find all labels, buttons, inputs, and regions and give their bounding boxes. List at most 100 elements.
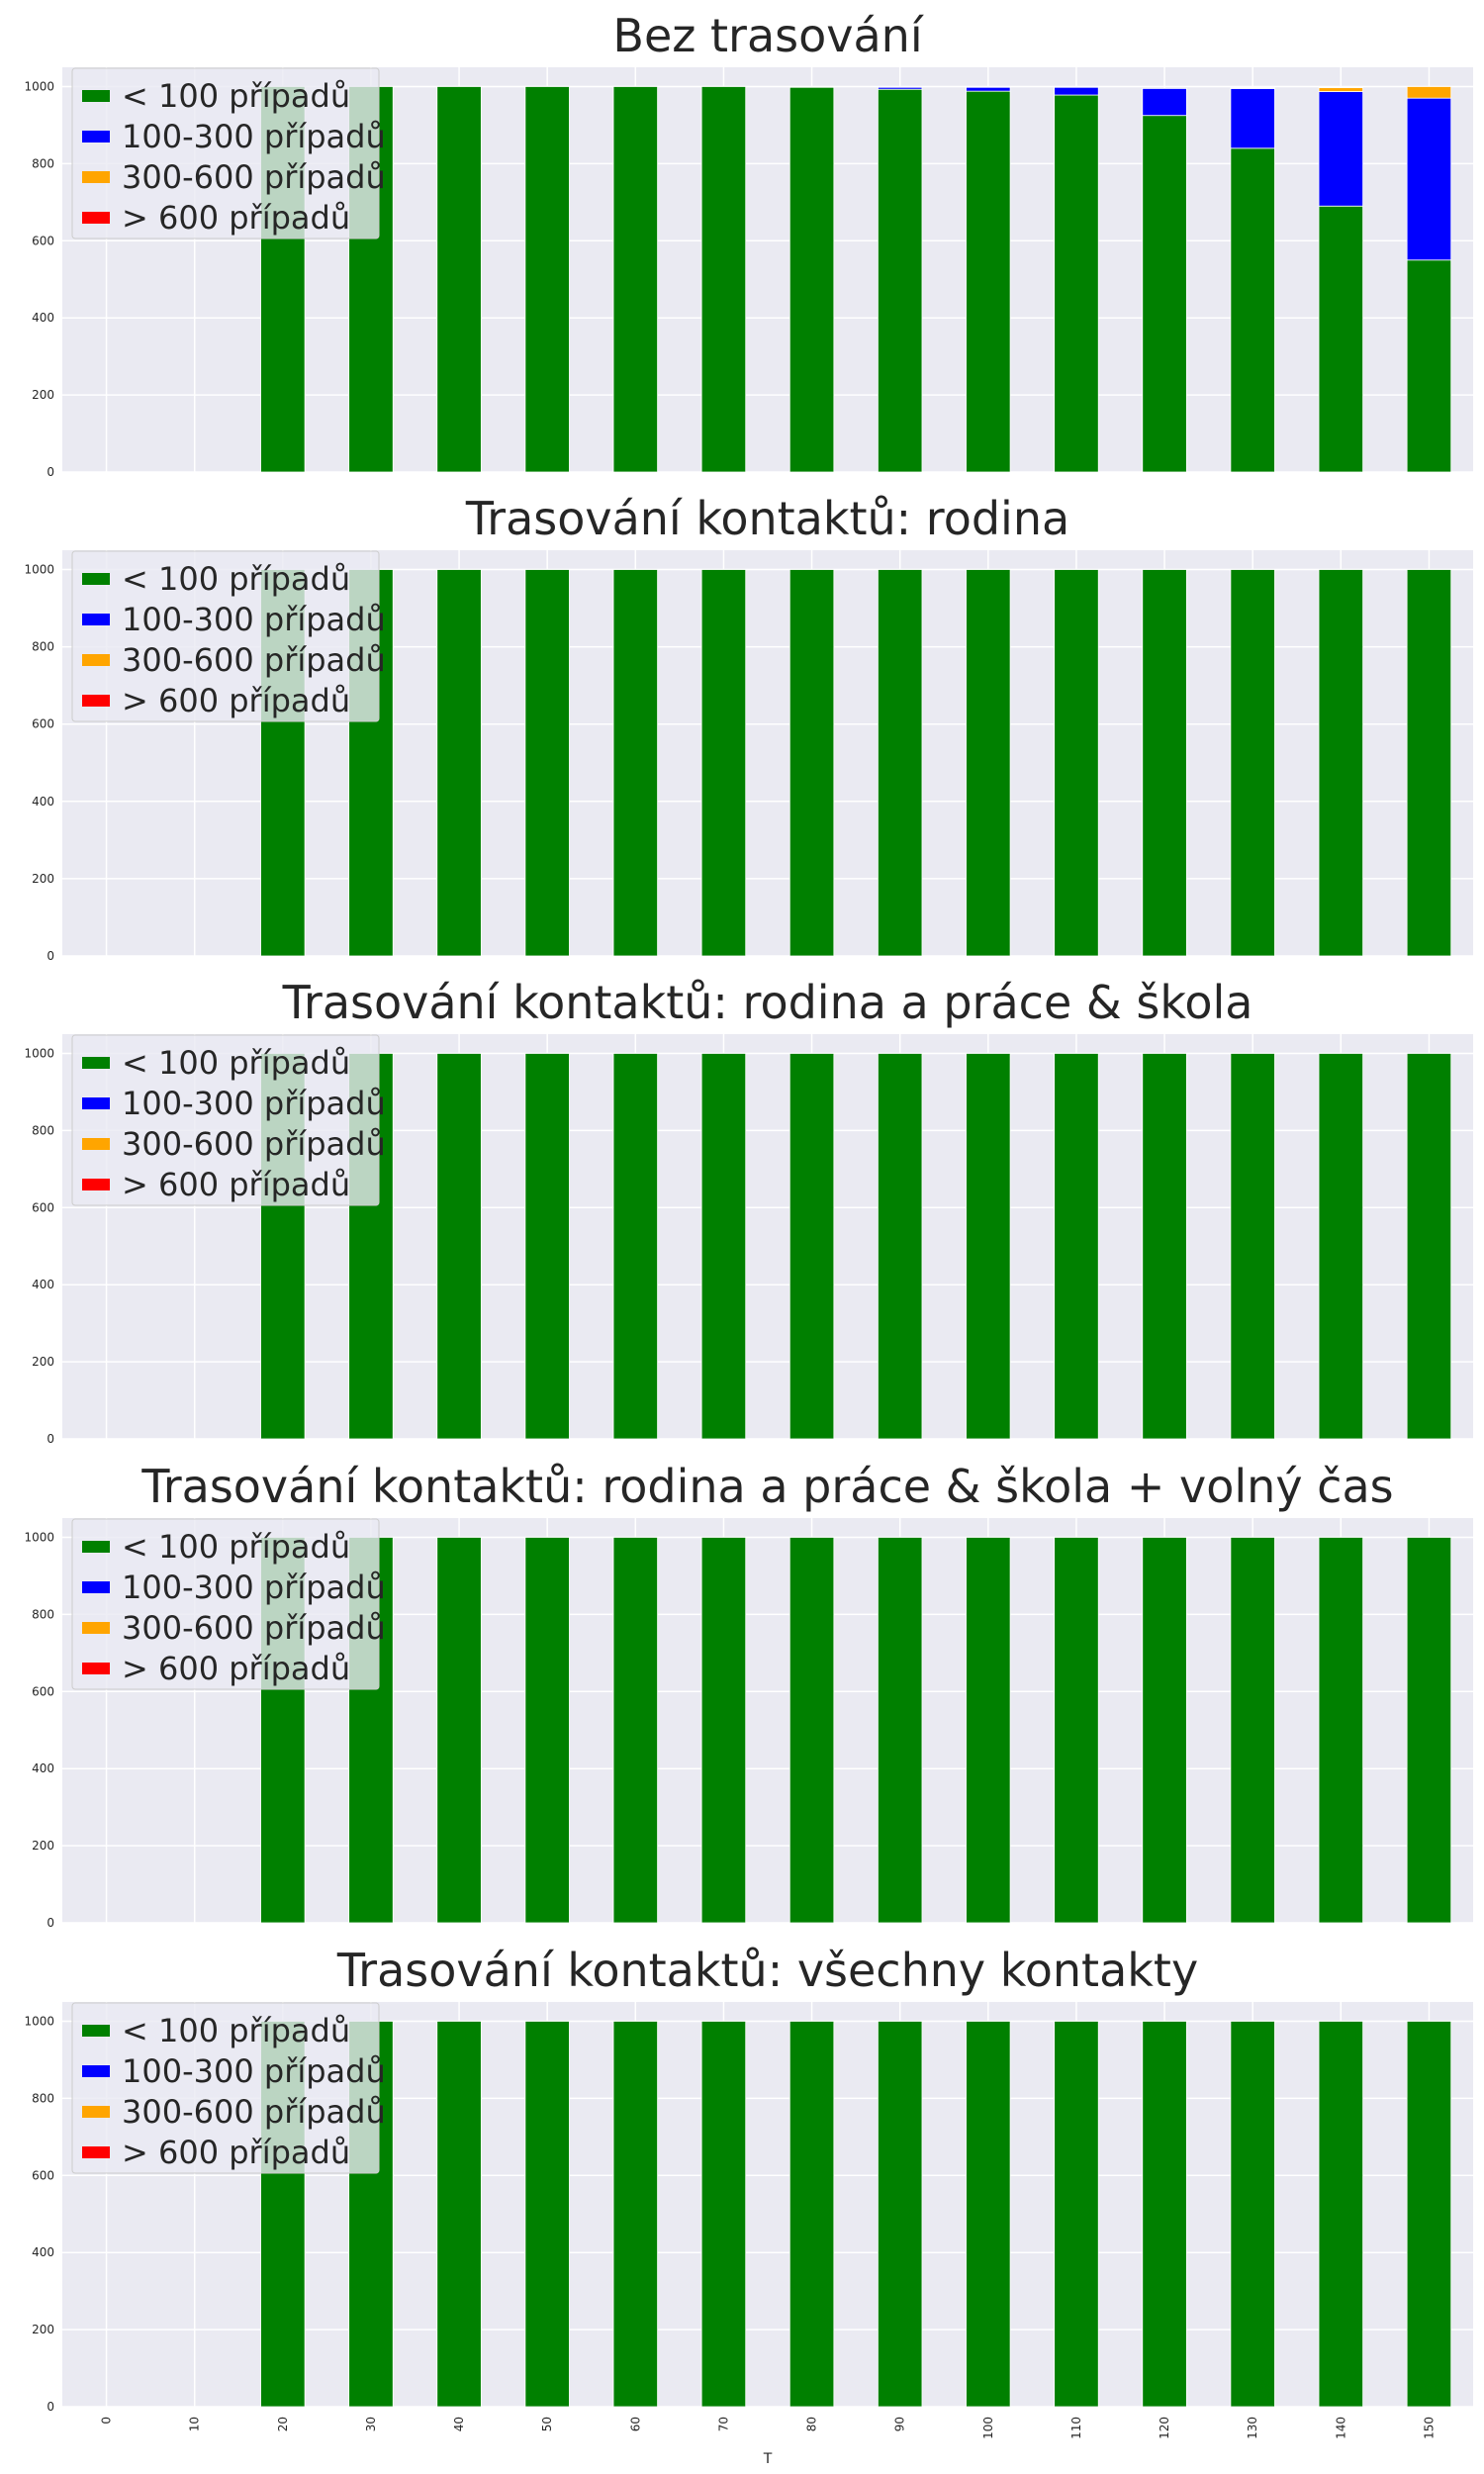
bar-segment [1054,1053,1099,1440]
panel-1: 0 200 400 600 800 1000 Bez trasování < 100 příp… [24,9,1473,479]
x-tick-label: 50 [540,2417,554,2431]
panel-3: 0 200 400 600 800 1000 Trasování kontaktů: rod… [24,976,1473,1446]
legend-label: 300-600 případů [122,641,386,679]
legend-swatch [82,614,110,625]
legend-label: 300-600 případů [122,1125,386,1163]
y-tick-label: 600 [32,1684,54,1698]
bar-segment [1054,2021,1099,2408]
legend-swatch [82,1138,110,1150]
bar-segment [878,1053,923,1440]
chart-title: Trasování kontaktů: rodina a práce & ško… [282,976,1253,1029]
legend-swatch [82,2106,110,2118]
bar-segment [436,1053,482,1440]
legend-swatch [82,1179,110,1190]
bar-segment [1142,569,1187,957]
y-tick-label: 1000 [24,1530,54,1544]
x-tick-label: 90 [893,2417,907,2431]
legend-label: > 600 případů [122,199,350,237]
bar-segment [1230,87,1275,89]
bar-segment [612,1537,658,1924]
bar-segment [966,569,1011,957]
panel-2: 0 200 400 600 800 1000 Trasování kontaktů: rod… [24,492,1473,963]
bar-segment [1142,1537,1187,1924]
y-tick-label: 200 [32,2323,54,2336]
bar-segment [524,2021,570,2408]
bar-segment [966,86,1011,92]
y-tick-label: 800 [32,2091,54,2105]
legend-frame [71,67,380,239]
chart-title: Trasování kontaktů: rodina [465,492,1069,545]
y-tick-label: 800 [32,156,54,170]
bar-segment [1230,2021,1275,2408]
bar-segment [700,1053,747,1440]
bar-segment [436,86,482,473]
legend-swatch [82,1663,110,1674]
bar-segment [436,1537,482,1924]
panel-5: 0 200 400 600 800 1000 0 10 20 30 40 50 60 70 80 90 100 1… [24,1944,1473,2467]
legend-label: < 100 případů [122,77,350,115]
y-tick-label: 0 [46,1916,54,1930]
y-tick-label: 600 [32,234,54,247]
bar-segment [1230,1537,1275,1924]
bar-segment [1406,1537,1452,1924]
y-tick-label: 800 [32,1607,54,1621]
bar-segment [1142,88,1187,117]
bar-segment [1318,569,1363,957]
x-tick-label: 110 [1069,2417,1083,2439]
bar-segment [1142,115,1187,473]
y-tick-label: 1000 [24,563,54,577]
legend-label: 100-300 případů [122,2052,386,2090]
y-tick-label: 0 [46,949,54,963]
y-tick-label: 800 [32,640,54,654]
bar-segment [966,1053,1011,1440]
x-tick-label: 60 [628,2417,642,2431]
x-tick-label: 20 [276,2417,290,2431]
bar-segment [1318,91,1363,207]
bar-segment [966,2021,1011,2408]
y-tick-label: 400 [32,795,54,809]
legend-label: 300-600 případů [122,1609,386,1647]
x-tick-label: 120 [1158,2417,1171,2439]
legend-swatch [82,1541,110,1553]
legend-frame [71,1034,380,1206]
bar-segment [612,569,658,957]
x-axis-label: T [763,2451,773,2467]
bar-segment [700,2021,747,2408]
panel-4: 0 200 400 600 800 1000 Trasování kontaktů: rod… [24,1460,1473,1930]
bar-segment [788,569,835,957]
x-tick-label: 80 [805,2417,819,2431]
bar-segment [524,86,570,473]
bar-segment [1406,1053,1452,1440]
y-tick-label: 0 [46,2400,54,2414]
bar-segment [1318,205,1363,473]
y-tick-label: 200 [32,872,54,886]
legend-label: 300-600 případů [122,158,386,196]
chart-title: Trasování kontaktů: všechny kontakty [336,1944,1198,1997]
y-tick-label: 400 [32,1761,54,1775]
legend-label: < 100 případů [122,1044,350,1082]
bar-segment [788,1053,835,1440]
legend-label: < 100 případů [122,560,350,598]
legend-frame [71,2002,380,2174]
legend-swatch [82,573,110,585]
bar-segment [1230,147,1275,473]
bar-segment [1230,1053,1275,1440]
y-tick-label: 200 [32,388,54,402]
bar-segment [1054,1537,1099,1924]
bar-segment [436,569,482,957]
legend-label: 100-300 případů [122,601,386,638]
y-tick-label: 1000 [24,2014,54,2028]
bar-segment [1406,569,1452,957]
x-tick-label: 10 [188,2417,202,2431]
bar-segment [788,2021,835,2408]
y-tick-label: 400 [32,2245,54,2259]
legend-label: > 600 případů [122,682,350,719]
chart-title: Trasování kontaktů: rodina a práce & ško… [140,1460,1393,1513]
legend-swatch [82,1581,110,1593]
bar-segment [1054,94,1099,473]
